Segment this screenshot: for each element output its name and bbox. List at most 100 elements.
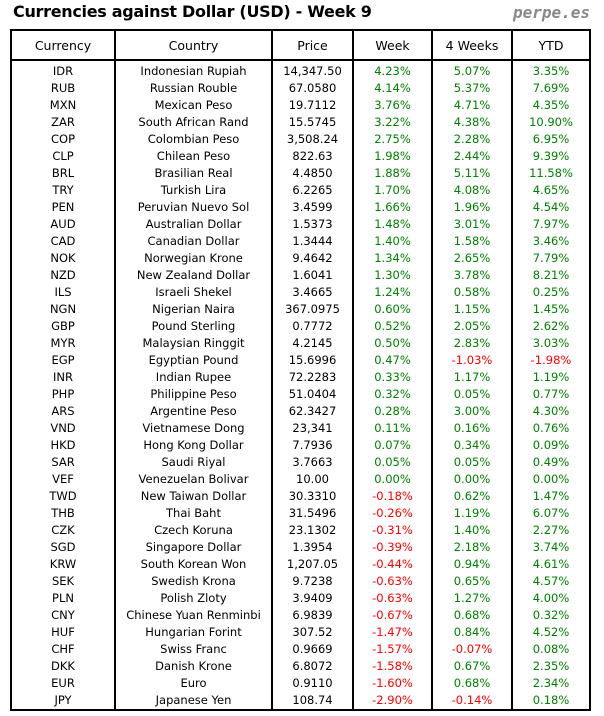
country-name: Indian Rupee bbox=[114, 369, 273, 386]
ytd-change: 7.97% bbox=[511, 216, 591, 233]
table-row: ARS Argentine Peso 62.3427 0.28% 3.00% 4.30% bbox=[10, 403, 591, 420]
week-change: 4.14% bbox=[352, 80, 433, 97]
four-week-change: 1.58% bbox=[431, 233, 513, 250]
week-change: -0.67% bbox=[352, 607, 433, 624]
table-row: JPY Japanese Yen 108.74 -2.90% -0.14% 0.18% bbox=[10, 692, 591, 710]
four-week-change: 1.19% bbox=[431, 505, 513, 522]
price: 30.3310 bbox=[271, 488, 354, 505]
country-name: Japanese Yen bbox=[114, 692, 273, 710]
price: 3.4599 bbox=[271, 199, 354, 216]
price: 15.6996 bbox=[271, 352, 354, 369]
price: 3.7663 bbox=[271, 454, 354, 471]
header-ytd: YTD bbox=[511, 29, 591, 61]
week-change: 1.24% bbox=[352, 284, 433, 301]
week-change: -2.90% bbox=[352, 692, 433, 710]
currency-code: GBP bbox=[10, 318, 116, 335]
currency-code: TWD bbox=[10, 488, 116, 505]
ytd-change: 0.00% bbox=[511, 471, 591, 488]
ytd-change: 2.34% bbox=[511, 675, 591, 692]
table-row: MYR Malaysian Ringgit 4.2145 0.50% 2.83% 3.03… bbox=[10, 335, 591, 352]
currency-code: PHP bbox=[10, 386, 116, 403]
four-week-change: 0.84% bbox=[431, 624, 513, 641]
price: 367.0975 bbox=[271, 301, 354, 318]
price: 822.63 bbox=[271, 148, 354, 165]
currency-code: THB bbox=[10, 505, 116, 522]
ytd-change: 8.21% bbox=[511, 267, 591, 284]
ytd-change: 2.62% bbox=[511, 318, 591, 335]
country-name: Chinese Yuan Renminbi bbox=[114, 607, 273, 624]
four-week-change: 2.83% bbox=[431, 335, 513, 352]
ytd-change: 7.79% bbox=[511, 250, 591, 267]
four-week-change: 0.68% bbox=[431, 607, 513, 624]
table-row: ZAR South African Rand 15.5745 3.22% 4.38% 10… bbox=[10, 114, 591, 131]
country-name: Egyptian Pound bbox=[114, 352, 273, 369]
price: 6.9839 bbox=[271, 607, 354, 624]
ytd-change: 0.77% bbox=[511, 386, 591, 403]
ytd-change: 7.69% bbox=[511, 80, 591, 97]
currency-code: CHF bbox=[10, 641, 116, 658]
four-week-change: 2.28% bbox=[431, 131, 513, 148]
four-week-change: 2.44% bbox=[431, 148, 513, 165]
currency-code: NGN bbox=[10, 301, 116, 318]
ytd-change: 4.30% bbox=[511, 403, 591, 420]
currency-code: SAR bbox=[10, 454, 116, 471]
currency-code: RUB bbox=[10, 80, 116, 97]
table-row: RUB Russian Rouble 67.0580 4.14% 5.37% 7.69% bbox=[10, 80, 591, 97]
four-week-change: 5.37% bbox=[431, 80, 513, 97]
week-change: -0.39% bbox=[352, 539, 433, 556]
country-name: Chilean Peso bbox=[114, 148, 273, 165]
four-week-change: 0.05% bbox=[431, 386, 513, 403]
price: 31.5496 bbox=[271, 505, 354, 522]
price: 4.2145 bbox=[271, 335, 354, 352]
week-change: -0.44% bbox=[352, 556, 433, 573]
currency-code: TRY bbox=[10, 182, 116, 199]
table-row: TRY Turkish Lira 6.2265 1.70% 4.08% 4.65% bbox=[10, 182, 591, 199]
table-row: CLP Chilean Peso 822.63 1.98% 2.44% 9.39% bbox=[10, 148, 591, 165]
week-change: -1.60% bbox=[352, 675, 433, 692]
currency-code: NOK bbox=[10, 250, 116, 267]
four-week-change: 0.68% bbox=[431, 675, 513, 692]
currency-code: HKD bbox=[10, 437, 116, 454]
ytd-change: 0.25% bbox=[511, 284, 591, 301]
four-week-change: 0.62% bbox=[431, 488, 513, 505]
table-row: CNY Chinese Yuan Renminbi 6.9839 -0.67% 0.68… bbox=[10, 607, 591, 624]
price: 0.7772 bbox=[271, 318, 354, 335]
week-change: 0.05% bbox=[352, 454, 433, 471]
price: 1.3444 bbox=[271, 233, 354, 250]
currency-table: Currency Country Price Week 4 Weeks YTD … bbox=[10, 29, 591, 711]
country-name: Turkish Lira bbox=[114, 182, 273, 199]
currency-code: CAD bbox=[10, 233, 116, 250]
price: 51.0404 bbox=[271, 386, 354, 403]
country-name: Philippine Peso bbox=[114, 386, 273, 403]
price: 6.8072 bbox=[271, 658, 354, 675]
currency-code: ZAR bbox=[10, 114, 116, 131]
country-name: Indonesian Rupiah bbox=[114, 60, 273, 80]
price: 19.7112 bbox=[271, 97, 354, 114]
table-row: AUD Australian Dollar 1.5373 1.48% 3.01% 7.97… bbox=[10, 216, 591, 233]
week-change: 1.88% bbox=[352, 165, 433, 182]
currency-code: KRW bbox=[10, 556, 116, 573]
four-week-change: 0.16% bbox=[431, 420, 513, 437]
ytd-change: 10.90% bbox=[511, 114, 591, 131]
ytd-change: 2.35% bbox=[511, 658, 591, 675]
table-row: VND Vietnamese Dong 23,341 0.11% 0.16% 0.76% bbox=[10, 420, 591, 437]
currency-code: MYR bbox=[10, 335, 116, 352]
page-title: Currencies against Dollar (USD) - Week 9 bbox=[13, 2, 372, 21]
price: 67.0580 bbox=[271, 80, 354, 97]
four-week-change: 1.27% bbox=[431, 590, 513, 607]
four-week-change: 4.08% bbox=[431, 182, 513, 199]
week-change: -1.47% bbox=[352, 624, 433, 641]
country-name: Hungarian Forint bbox=[114, 624, 273, 641]
table-row: DKK Danish Krone 6.8072 -1.58% 0.67% 2.35% bbox=[10, 658, 591, 675]
table-row: BRL Brasilian Real 4.4850 1.88% 5.11% 11.58% bbox=[10, 165, 591, 182]
currency-code: COP bbox=[10, 131, 116, 148]
four-week-change: 0.65% bbox=[431, 573, 513, 590]
price: 23,341 bbox=[271, 420, 354, 437]
four-week-change: -0.07% bbox=[431, 641, 513, 658]
table-row: VEF Venezuelan Bolivar 10.00 0.00% 0.00% 0.00… bbox=[10, 471, 591, 488]
ytd-change: 4.00% bbox=[511, 590, 591, 607]
four-week-change: 0.67% bbox=[431, 658, 513, 675]
country-name: Mexican Peso bbox=[114, 97, 273, 114]
table-row: MXN Mexican Peso 19.7112 3.76% 4.71% 4.35% bbox=[10, 97, 591, 114]
four-week-change: 2.18% bbox=[431, 539, 513, 556]
